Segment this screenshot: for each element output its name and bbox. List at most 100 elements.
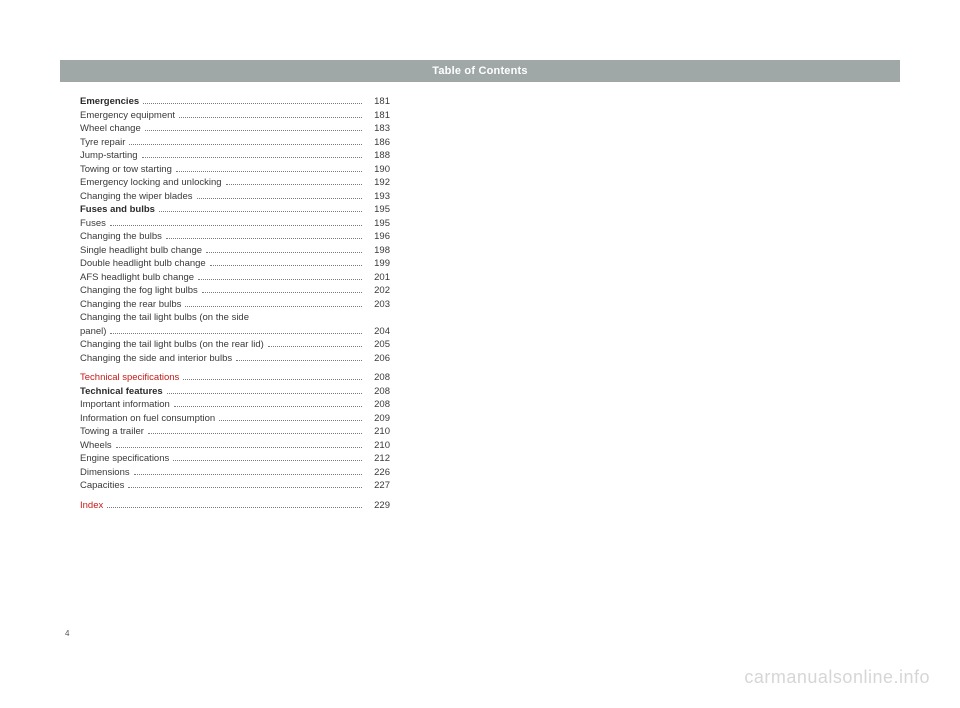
toc-entry: Single headlight bulb change 198 <box>80 244 390 258</box>
toc-entry: Engine specifications 212 <box>80 452 390 466</box>
toc-label: Emergency equipment <box>80 109 175 123</box>
dot-leader <box>226 184 362 185</box>
toc-page: 181 <box>366 95 390 109</box>
toc-entry: Changing the rear bulbs 203 <box>80 298 390 312</box>
toc-entry: Wheels 210 <box>80 439 390 453</box>
toc-entry: Towing or tow starting190 <box>80 163 390 177</box>
toc-page: 181 <box>366 109 390 123</box>
dot-leader <box>268 346 362 347</box>
toc-entry: Index 229 <box>80 499 390 513</box>
dot-leader <box>167 393 362 394</box>
dot-leader <box>210 265 362 266</box>
dot-leader <box>110 333 362 334</box>
dot-leader <box>202 292 362 293</box>
toc-page: 210 <box>366 425 390 439</box>
toc-page: 193 <box>366 190 390 204</box>
toc-page: 212 <box>366 452 390 466</box>
toc-label: Dimensions <box>80 466 130 480</box>
toc-label: Index <box>80 499 103 513</box>
toc-page: 198 <box>366 244 390 258</box>
toc-page: 229 <box>366 499 390 513</box>
toc-label: Changing the side and interior bulbs <box>80 352 232 366</box>
dot-leader <box>236 360 362 361</box>
watermark-text: carmanualsonline.info <box>744 667 930 688</box>
toc-page: 208 <box>366 385 390 399</box>
toc-entry: Emergency equipment 181 <box>80 109 390 123</box>
toc-page: 208 <box>366 371 390 385</box>
toc-page: 199 <box>366 257 390 271</box>
dot-leader <box>197 198 363 199</box>
dot-leader <box>183 379 362 380</box>
toc-page: 206 <box>366 352 390 366</box>
toc-column: Emergencies181Emergency equipment181Whee… <box>80 95 390 512</box>
toc-label: Technical features <box>80 385 163 399</box>
toc-page: 208 <box>366 398 390 412</box>
toc-label: Capacities <box>80 479 124 493</box>
toc-page: 209 <box>366 412 390 426</box>
toc-label: Changing the bulbs <box>80 230 162 244</box>
dot-leader <box>128 487 362 488</box>
toc-page: 227 <box>366 479 390 493</box>
header-bar: Table of Contents <box>60 60 900 82</box>
dot-leader <box>110 225 362 226</box>
toc-label: AFS headlight bulb change <box>80 271 194 285</box>
toc-label: Information on fuel consumption <box>80 412 215 426</box>
toc-entry: Changing the tail light bulbs (on the si… <box>80 311 390 325</box>
toc-entry: Technical specifications 208 <box>80 371 390 385</box>
toc-page: 188 <box>366 149 390 163</box>
toc-label: Tyre repair <box>80 136 125 150</box>
dot-leader <box>159 211 362 212</box>
toc-label: Technical specifications <box>80 371 179 385</box>
toc-label: Wheel change <box>80 122 141 136</box>
dot-leader <box>173 460 362 461</box>
toc-page: 204 <box>366 325 390 339</box>
toc-entry: Towing a trailer 210 <box>80 425 390 439</box>
toc-label: Changing the rear bulbs <box>80 298 181 312</box>
toc-entry: Information on fuel consumption 209 <box>80 412 390 426</box>
toc-entry-continued: panel) 204 <box>80 325 390 339</box>
toc-label: Jump-starting <box>80 149 138 163</box>
toc-label: Single headlight bulb change <box>80 244 202 258</box>
toc-label: Changing the fog light bulbs <box>80 284 198 298</box>
dot-leader <box>129 144 362 145</box>
toc-entry: Jump-starting 188 <box>80 149 390 163</box>
dot-leader <box>145 130 362 131</box>
dot-leader <box>176 171 362 172</box>
toc-page: 192 <box>366 176 390 190</box>
toc-entry: Technical features 208 <box>80 385 390 399</box>
toc-page: 186 <box>366 136 390 150</box>
dot-leader <box>219 420 362 421</box>
toc-label: Fuses <box>80 217 106 231</box>
toc-label: Wheels <box>80 439 112 453</box>
toc-page: 226 <box>366 466 390 480</box>
page: Table of Contents Emergencies181Emergenc… <box>0 0 960 708</box>
toc-page: 201 <box>366 271 390 285</box>
toc-page: 202 <box>366 284 390 298</box>
dot-leader <box>198 279 362 280</box>
toc-label-cont: panel) <box>80 325 106 339</box>
dot-leader <box>174 406 362 407</box>
toc-entry: Changing the fog light bulbs 202 <box>80 284 390 298</box>
toc-page: 195 <box>366 217 390 231</box>
dot-leader <box>148 433 362 434</box>
dot-leader <box>134 474 362 475</box>
dot-leader <box>143 103 362 104</box>
toc-page: 203 <box>366 298 390 312</box>
dot-leader <box>166 238 362 239</box>
toc-entry: Changing the tail light bulbs (on the re… <box>80 338 390 352</box>
toc-page: 195 <box>366 203 390 217</box>
dot-leader <box>107 507 362 508</box>
toc-entry: Changing the side and interior bulbs 206 <box>80 352 390 366</box>
toc-label: Engine specifications <box>80 452 169 466</box>
toc-label: Towing a trailer <box>80 425 144 439</box>
dot-leader <box>116 447 362 448</box>
dot-leader <box>142 157 362 158</box>
toc-label: Fuses and bulbs <box>80 203 155 217</box>
toc-page: 205 <box>366 338 390 352</box>
toc-page: 210 <box>366 439 390 453</box>
toc-entry: Important information208 <box>80 398 390 412</box>
toc-label: Double headlight bulb change <box>80 257 206 271</box>
toc-entry: Wheel change183 <box>80 122 390 136</box>
toc-entry: Fuses and bulbs 195 <box>80 203 390 217</box>
dot-leader <box>185 306 362 307</box>
